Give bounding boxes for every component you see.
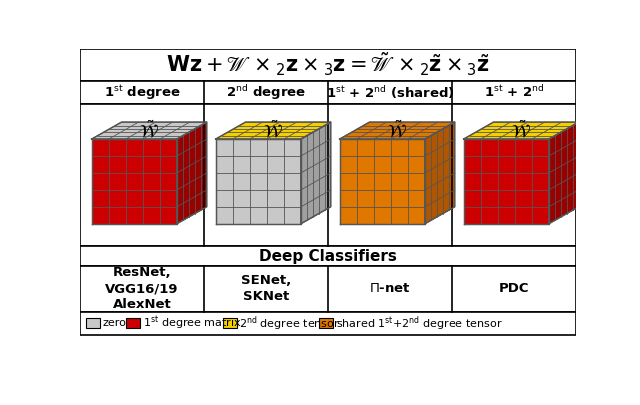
Bar — [223, 318, 237, 328]
Bar — [80, 312, 576, 335]
Bar — [80, 81, 576, 104]
Polygon shape — [92, 139, 177, 224]
Text: PDC: PDC — [499, 282, 529, 295]
Text: $\mathbf{Wz}+\mathscr{W}\times_2\mathbf{z}\times_3\mathbf{z}=\tilde{\mathscr{W}}: $\mathbf{Wz}+\mathscr{W}\times_2\mathbf{… — [166, 51, 490, 79]
Text: $\tilde{\mathcal{W}}$: $\tilde{\mathcal{W}}$ — [511, 120, 531, 141]
Polygon shape — [340, 139, 425, 224]
Text: zero: zero — [102, 318, 126, 328]
Bar — [86, 318, 100, 328]
Bar — [80, 49, 576, 81]
Text: 1$^{\mathrm{st}}$ + 2$^{\mathrm{nd}}$ (shared): 1$^{\mathrm{st}}$ + 2$^{\mathrm{nd}}$ (s… — [326, 84, 454, 101]
Text: Deep Classifiers: Deep Classifiers — [259, 249, 397, 264]
Polygon shape — [216, 139, 301, 224]
Bar — [319, 318, 333, 328]
Polygon shape — [463, 139, 549, 224]
Polygon shape — [92, 122, 207, 139]
Polygon shape — [340, 122, 454, 139]
Polygon shape — [463, 122, 579, 139]
Text: 2$^{\mathrm{nd}}$ degree: 2$^{\mathrm{nd}}$ degree — [226, 83, 306, 102]
Text: 1$^{\mathrm{st}}$ degree: 1$^{\mathrm{st}}$ degree — [104, 83, 180, 102]
Polygon shape — [549, 122, 579, 224]
Text: $\tilde{\mathcal{W}}$: $\tilde{\mathcal{W}}$ — [139, 120, 159, 141]
Polygon shape — [425, 122, 454, 224]
Polygon shape — [301, 122, 331, 224]
Polygon shape — [177, 122, 207, 224]
Text: $\tilde{\mathcal{W}}$: $\tilde{\mathcal{W}}$ — [387, 120, 407, 141]
Bar — [80, 266, 576, 312]
Bar — [126, 318, 140, 328]
Bar — [80, 247, 576, 266]
Text: SENet,
SKNet: SENet, SKNet — [241, 274, 291, 303]
Text: 1$^{\mathrm{st}}$ degree matrix: 1$^{\mathrm{st}}$ degree matrix — [143, 315, 241, 332]
Text: 1$^{\mathrm{st}}$ + 2$^{\mathrm{nd}}$: 1$^{\mathrm{st}}$ + 2$^{\mathrm{nd}}$ — [484, 85, 545, 100]
Text: $\Pi$-net: $\Pi$-net — [369, 282, 411, 295]
Text: $\tilde{\mathcal{W}}$: $\tilde{\mathcal{W}}$ — [263, 120, 283, 141]
Bar — [80, 104, 576, 247]
Text: shared 1$^{\mathrm{st}}$+2$^{\mathrm{nd}}$ degree tensor: shared 1$^{\mathrm{st}}$+2$^{\mathrm{nd}… — [336, 314, 502, 333]
Text: 2$^{\mathrm{nd}}$ degree tensor: 2$^{\mathrm{nd}}$ degree tensor — [239, 314, 340, 333]
Text: ResNet,
VGG16/19
AlexNet: ResNet, VGG16/19 AlexNet — [105, 266, 179, 311]
Polygon shape — [216, 122, 331, 139]
